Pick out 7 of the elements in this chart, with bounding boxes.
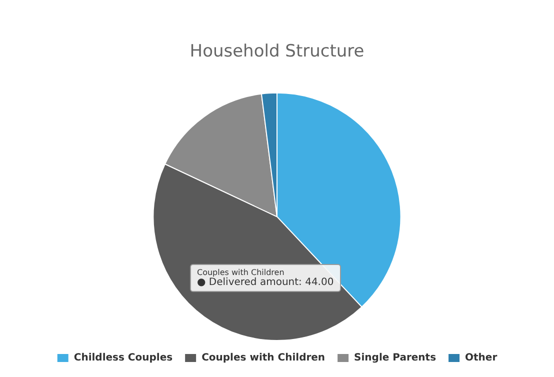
legend-label: Single Parents [354,352,436,364]
legend-label: Other [465,352,498,364]
chart-title: Household Structure [190,42,364,62]
text: Couples with Children [197,268,286,277]
legend-label: Couples with Children [202,352,326,364]
text: ● Delivered amount: 44.00 [197,277,334,288]
legend-label: Childless Couples [74,352,173,364]
